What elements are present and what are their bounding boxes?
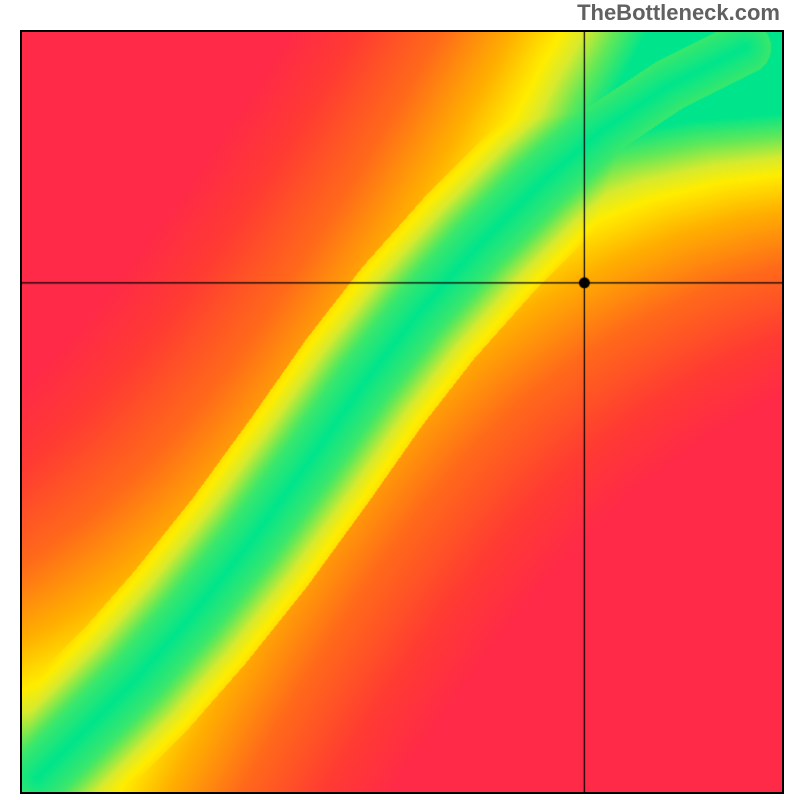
chart-container: TheBottleneck.com xyxy=(0,0,800,800)
watermark-text: TheBottleneck.com xyxy=(577,0,780,26)
heatmap-canvas xyxy=(20,30,784,794)
